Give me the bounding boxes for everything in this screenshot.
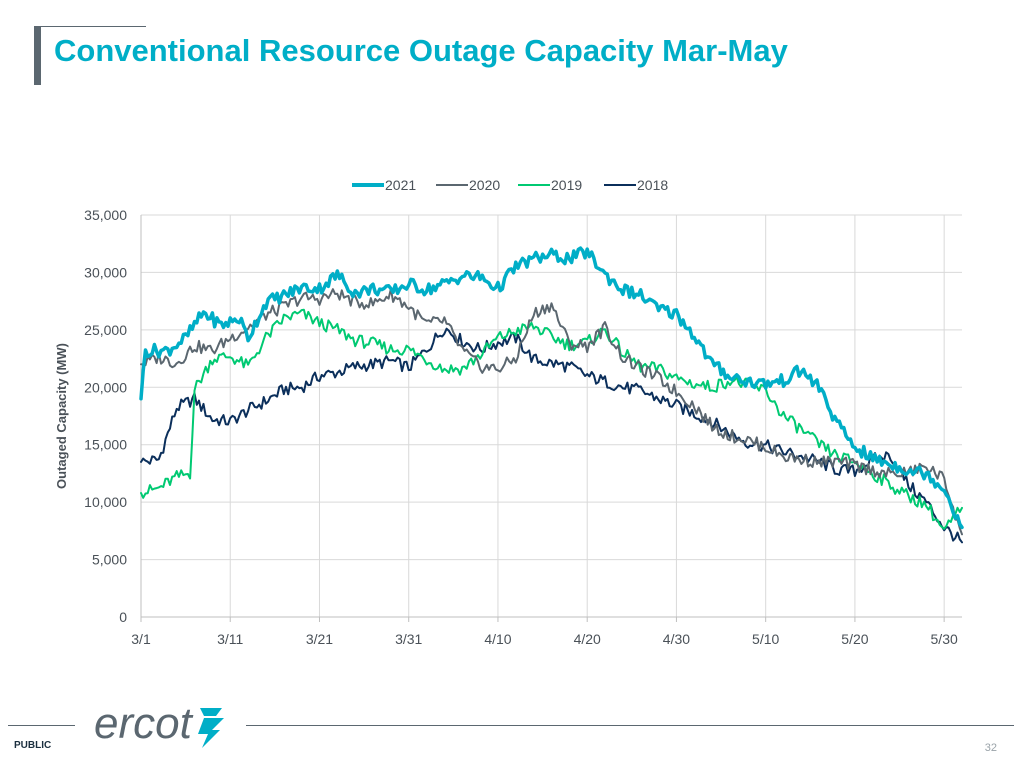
series-line-2020 xyxy=(140,287,963,536)
legend-item-2018: 2018 xyxy=(604,177,668,193)
series-line-2018 xyxy=(140,327,963,544)
y-tick-label: 35,000 xyxy=(84,207,127,223)
legend-item-2021: 2021 xyxy=(352,177,416,193)
public-label: PUBLIC xyxy=(14,740,52,751)
y-tick-label: 5,000 xyxy=(92,552,127,568)
legend-label: 2018 xyxy=(637,177,668,193)
legend-label: 2021 xyxy=(385,177,416,193)
x-tick-label: 3/1 xyxy=(131,631,151,647)
logo-wordmark: ercot xyxy=(94,700,194,748)
outage-capacity-chart: 2021 2020 2019 2018 0 5,000 10,000 15,000 20,00… xyxy=(54,177,964,647)
series-line-2019 xyxy=(140,308,963,530)
x-tick-label: 3/31 xyxy=(395,631,422,647)
x-tick-label: 4/10 xyxy=(484,631,511,647)
logo-bolt-icon xyxy=(198,708,224,748)
y-tick-label: 0 xyxy=(119,609,127,625)
page-number: 32 xyxy=(984,742,997,754)
ercot-logo: ercot xyxy=(94,700,224,748)
y-tick-label: 30,000 xyxy=(84,264,127,280)
x-tick-label: 5/20 xyxy=(841,631,868,647)
x-tick-label: 5/30 xyxy=(931,631,958,647)
title-rule xyxy=(34,26,146,27)
chart-grid xyxy=(141,214,962,617)
slide-title: Conventional Resource Outage Capacity Ma… xyxy=(54,33,788,68)
footer-rule-right xyxy=(246,725,1014,726)
chart-axes xyxy=(140,215,962,622)
legend-label: 2019 xyxy=(551,177,582,193)
legend-label: 2020 xyxy=(469,177,500,193)
x-tick-label: 5/10 xyxy=(752,631,779,647)
legend-item-2020: 2020 xyxy=(436,177,500,193)
legend-item-2019: 2019 xyxy=(518,177,582,193)
y-tick-label: 10,000 xyxy=(84,494,127,510)
x-tick-label: 4/30 xyxy=(663,631,690,647)
x-tick-label: 4/20 xyxy=(574,631,601,647)
chart-legend: 2021 2020 2019 2018 xyxy=(352,177,668,193)
y-axis-label: Outaged Capacity (MW) xyxy=(54,343,69,489)
title-accent-bar xyxy=(34,27,41,85)
y-tick-label: 25,000 xyxy=(84,322,127,338)
chart-tick-labels: 0 5,000 10,000 15,000 20,000 25,000 30,000 35,0… xyxy=(84,207,958,647)
series-line-2021 xyxy=(139,246,964,530)
x-tick-label: 3/21 xyxy=(306,631,333,647)
x-tick-label: 3/11 xyxy=(217,631,243,647)
y-tick-label: 15,000 xyxy=(84,437,127,453)
y-tick-label: 20,000 xyxy=(84,379,127,395)
footer-rule-left xyxy=(8,725,75,726)
chart-series xyxy=(139,246,964,544)
